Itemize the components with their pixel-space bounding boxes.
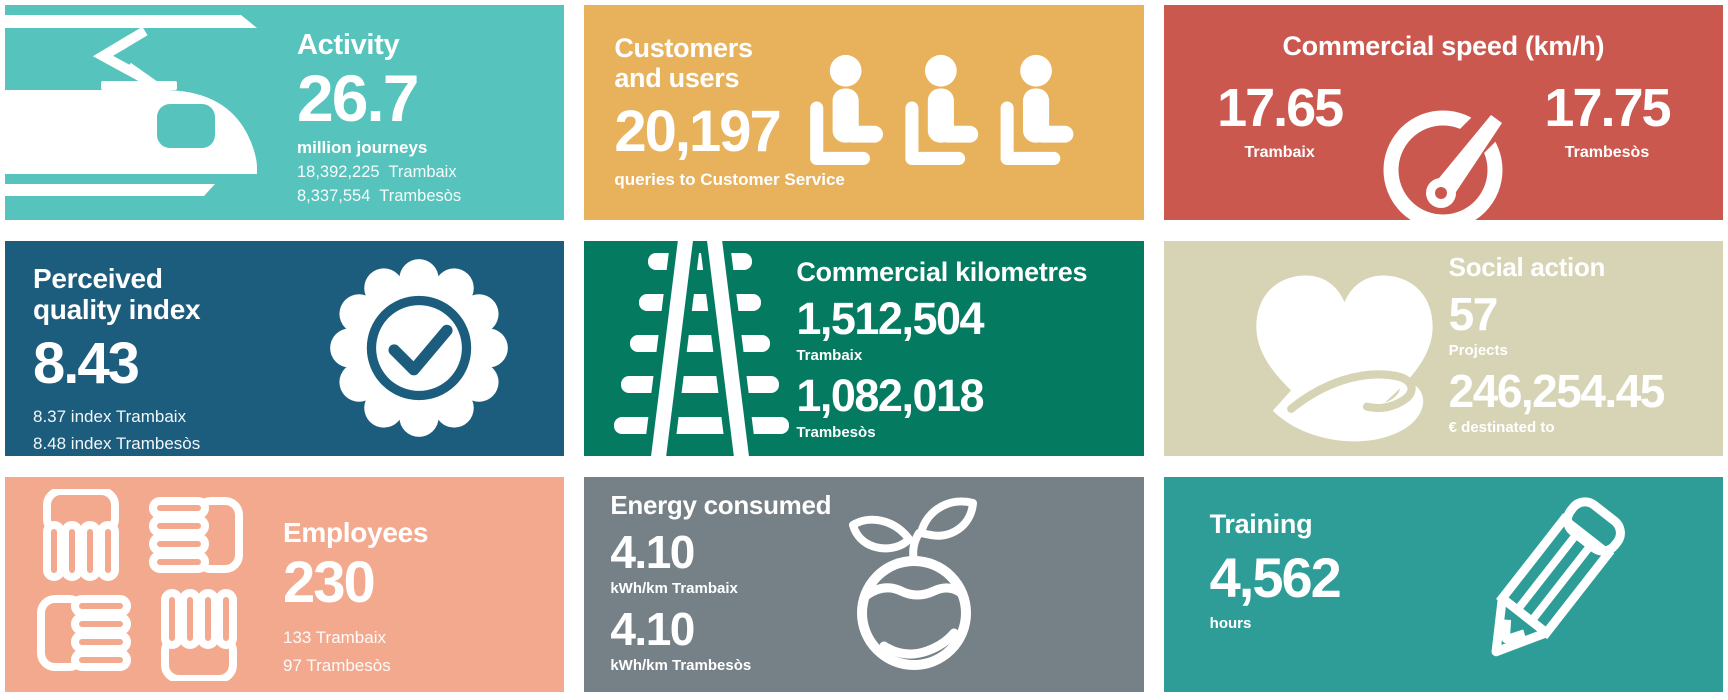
tile-text: Employees 230 133 Trambaix 97 Trambesòs xyxy=(283,517,428,676)
energy-trambesos-label: kWh/km Trambesòs xyxy=(610,657,752,675)
tile-text: Training 4,562 hours xyxy=(1209,509,1342,633)
pencil-icon xyxy=(1491,497,1625,657)
tile-detail-trambaix: 18,392,225 Trambaix xyxy=(297,163,457,182)
heart-in-hand-icon xyxy=(1256,275,1433,442)
speed-trambesos-label: Trambesòs xyxy=(1564,144,1650,161)
km-trambesos-label: Trambesòs xyxy=(796,424,876,442)
social-projects-value: 57 xyxy=(1448,288,1499,341)
energy-trambaix-value: 4.10 xyxy=(610,526,695,579)
tile-energy-consumed: Energy consumed 4.10 kWh/km Trambaix 4.1… xyxy=(584,477,1144,692)
tile-detail-trambesos: 8,337,554 Trambesòs xyxy=(297,187,462,206)
tile-customers: Customers and users 20,197 queries to Cu… xyxy=(584,5,1144,220)
tile-title: Energy consumed xyxy=(610,490,832,520)
tile-value: 8.43 xyxy=(33,330,140,396)
tile-text: Commercial kilometres 1,512,504 Trambaix… xyxy=(796,257,1087,441)
tile-value-caption: hours xyxy=(1209,615,1252,633)
km-trambaix-value: 1,512,504 xyxy=(796,293,984,345)
km-trambaix-label: Trambaix xyxy=(796,347,863,365)
social-euros-value: 246,254.45 xyxy=(1448,365,1666,418)
tile-activity: Activity 26.7 million journeys 18,392,22… xyxy=(5,5,565,220)
tile-text: Energy consumed 4.10 kWh/km Trambaix 4.1… xyxy=(610,490,832,675)
tile-employees: Employees 230 133 Trambaix 97 Trambesòs xyxy=(5,477,565,692)
tile-detail-trambaix: 8.37 index Trambaix xyxy=(33,406,187,426)
tile-social-action: Social action 57 Projects 246,254.45 € d… xyxy=(1163,241,1723,456)
speed-trambesos-value: 17.75 xyxy=(1544,78,1671,138)
tile-value: 4,562 xyxy=(1209,546,1342,610)
tile-title: Perceived quality index xyxy=(33,263,201,326)
four-hands-icon xyxy=(37,489,243,681)
tile-title: Employees xyxy=(283,517,429,548)
earth-plant-icon xyxy=(849,497,978,670)
quality-badge-icon xyxy=(330,259,509,437)
speed-trambaix-block: 17.65 Trambaix xyxy=(1174,81,1386,162)
title-line-2: quality index xyxy=(33,294,201,326)
tile-title: Social action xyxy=(1448,252,1606,282)
tile-text: Social action 57 Projects 246,254.45 € d… xyxy=(1448,252,1666,437)
speed-trambaix-label: Trambaix xyxy=(1244,144,1315,161)
tile-commercial-kilometres: Commercial kilometres 1,512,504 Trambaix… xyxy=(584,241,1144,456)
tile-detail-trambesos: 8.48 index Trambesòs xyxy=(33,433,201,453)
railway-tracks-icon xyxy=(614,241,790,456)
tile-title: Commercial speed (km/h) xyxy=(1282,31,1605,61)
tile-value: 20,197 xyxy=(614,99,781,165)
tram-icon xyxy=(5,15,257,196)
tile-value: 230 xyxy=(283,550,376,616)
tile-value-caption: queries to Customer Service xyxy=(614,170,845,190)
tile-title: Activity xyxy=(297,29,400,61)
tile-text: Activity 26.7 million journeys 18,392,22… xyxy=(297,29,461,206)
speed-trambaix-value: 17.65 xyxy=(1217,78,1344,138)
social-projects-label: Projects xyxy=(1448,342,1508,360)
tile-text: Customers and users 20,197 queries to Cu… xyxy=(614,33,845,190)
title-line-2: and users xyxy=(614,63,740,94)
tile-title: Customers and users xyxy=(614,33,845,93)
km-trambesos-value: 1,082,018 xyxy=(796,370,984,422)
title-line-1: Perceived xyxy=(33,263,163,294)
tile-detail-trambaix: 133 Trambaix xyxy=(283,628,386,648)
social-euros-label: € destinated to xyxy=(1448,419,1555,437)
tile-text: Perceived quality index 8.43 8.37 index … xyxy=(33,263,201,454)
speedometer-icon xyxy=(1383,110,1503,220)
tile-value: 26.7 xyxy=(297,61,419,136)
tile-value-caption: million journeys xyxy=(297,138,428,158)
energy-trambesos-value: 4.10 xyxy=(610,603,695,656)
tile-commercial-speed: Commercial speed (km/h) 17.65 Trambaix 1… xyxy=(1163,5,1723,220)
tile-title: Commercial kilometres xyxy=(796,257,1088,287)
speed-trambesos-block: 17.75 Trambesòs xyxy=(1501,81,1713,162)
title-line-1: Customers xyxy=(614,33,753,63)
tile-detail-trambesos: 97 Trambesòs xyxy=(283,656,391,676)
tile-title: Training xyxy=(1209,509,1313,539)
seated-passengers-icon xyxy=(810,54,1074,165)
tile-training: Training 4,562 hours xyxy=(1163,477,1723,692)
energy-trambaix-label: kWh/km Trambaix xyxy=(610,580,738,598)
tile-quality-index: Perceived quality index 8.43 8.37 index … xyxy=(5,241,565,456)
